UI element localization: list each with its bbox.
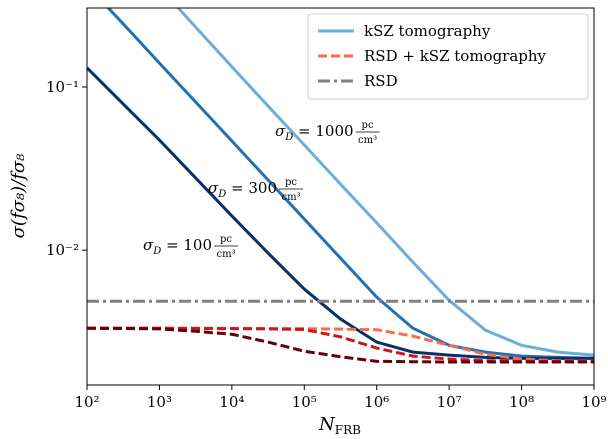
x-tick-label: 10⁵ [292,393,317,411]
legend-label: RSD + kSZ tomography [364,47,547,65]
annotation: σD = 300 [208,179,277,200]
x-tick-label: 10⁴ [219,393,244,411]
legend-box [307,13,589,100]
annotation-den: cm³ [358,135,377,146]
annotation-num: pc [362,120,374,131]
annotation-sub: D [284,132,293,143]
x-tick-label: 10⁸ [509,393,534,411]
x-tick-label: 10⁶ [364,393,389,411]
x-tick-label: 10⁷ [437,393,462,411]
annotation-symbol: σ [275,122,286,140]
y-axis-label: σ(fσ₈)/fσ₈ [8,153,29,239]
legend-label: kSZ tomography [364,22,491,40]
y-tick-label: 10⁻¹ [46,78,79,96]
annotation: σD = 100 [143,236,212,257]
x-label-sub: FRB [335,423,361,437]
annotation-rest: = 1000 [293,122,353,140]
annotation-rest: = 300 [226,179,277,197]
annotation-symbol: σ [143,236,154,254]
x-tick-label: 10⁹ [581,393,606,411]
annotation-num: pc [220,234,232,245]
x-label-main: N [318,414,336,435]
annotation-rest: = 100 [161,236,212,254]
x-tick-label: 10³ [147,393,172,411]
series-line [106,8,594,360]
annotation-den: cm³ [281,192,300,203]
series-line [87,66,594,360]
axes-frame [86,7,595,386]
annotation-sub: D [217,189,226,200]
annotation: σD = 1000 [275,122,354,143]
annotation-num: pc [285,177,297,188]
series-line [176,8,594,357]
y-tick-label: 10⁻² [46,241,79,259]
x-tick-label: 10² [74,393,99,411]
plot-area [87,8,594,364]
annotation-symbol: σ [208,179,219,197]
annotation-sub: D [152,246,161,257]
annotation-den: cm³ [216,249,235,260]
legend-label: RSD [364,72,398,90]
x-axis-label: NFRB [318,414,361,437]
series-line [87,326,594,364]
